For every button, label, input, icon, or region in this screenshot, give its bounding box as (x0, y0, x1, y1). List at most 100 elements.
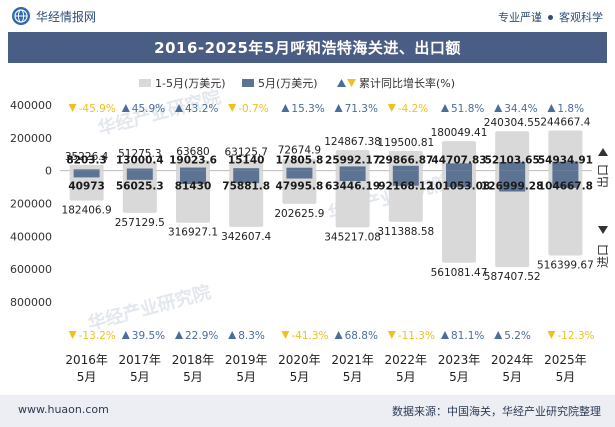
website-link[interactable]: www.huaon.com (18, 403, 109, 416)
chart: 华经产业研究院华经产业研究院华经产业研究院 1-5月(万美元)5月(万美元)累计… (10, 76, 610, 384)
bar-import-ytd (69, 170, 104, 201)
bar-import-month (73, 170, 100, 178)
label-import-ytd: 311388.58 (377, 226, 434, 238)
label-import-month: 126999.28 (481, 181, 543, 193)
bar-import-ytd (442, 170, 476, 263)
label-export-month: 25992.17 (325, 155, 380, 167)
bar-export-month (392, 165, 419, 171)
bar-import-ytd (548, 170, 583, 256)
legend-swatch-month (242, 79, 254, 87)
bar-import-month (339, 170, 366, 182)
label-export-ytd: 72674.9 (278, 145, 321, 157)
x-tick-label-month: 5月 (556, 370, 576, 384)
label-export-growth: 51.8% (451, 103, 484, 115)
label-import-month: 63446.19 (325, 181, 380, 193)
label-import-growth: 5.2% (504, 330, 531, 342)
x-tick-label-year: 2025年 (544, 353, 587, 367)
x-tick-label-year: 2018年 (172, 353, 215, 367)
x-tick-label-month: 5月 (290, 370, 310, 384)
label-import-month: 75881.8 (222, 181, 270, 193)
bar-export-ytd (495, 131, 530, 171)
y-tick-label: 200000 (10, 132, 52, 145)
growth-up-triangle-icon (334, 104, 343, 112)
label-import-month: 56025.3 (116, 181, 164, 193)
label-import-growth: 39.5% (132, 330, 165, 342)
slogan-1: 专业严谨 (498, 11, 542, 24)
bar-export-month (180, 167, 206, 171)
legend-label-growth: 累计同比增长率(%) (359, 76, 455, 90)
x-tick-label-year: 2020年 (278, 353, 321, 367)
y-tick-label: 800000 (10, 296, 52, 309)
label-export-month: 8203.3 (66, 155, 107, 167)
x-tick-label-month: 5月 (449, 370, 469, 384)
y-tick-label: 200000 (10, 198, 52, 211)
legend: 1-5月(万美元) 5月(万美元) 累计同比增长率(%) (139, 76, 455, 90)
growth-up-triangle-icon (441, 331, 449, 339)
label-export-month: 13000.4 (116, 155, 164, 167)
x-tick-label-month: 5月 (183, 370, 203, 384)
side-label-export: 出口 (596, 164, 610, 188)
x-tick-label-year: 2024年 (491, 353, 534, 367)
bar-export-ytd (548, 130, 583, 171)
bar-import-month (446, 170, 472, 188)
label-import-ytd: 345217.08 (324, 231, 381, 243)
label-export-month: 19023.6 (169, 155, 217, 167)
growth-down-triangle-icon (387, 331, 396, 339)
export-arrow-up-icon (598, 148, 608, 156)
growth-down-triangle-icon (68, 331, 77, 339)
label-export-month: 54934.91 (538, 155, 593, 167)
bar-export-month (552, 161, 579, 171)
label-export-growth: 45.9% (132, 103, 165, 115)
growth-up-triangle-icon (228, 331, 237, 339)
bar-export-month (499, 162, 526, 171)
brand-name: 华经情报网 (36, 9, 97, 24)
bar-export-month (446, 163, 472, 171)
label-import-growth: 81.1% (451, 330, 484, 342)
globe-icon (12, 7, 30, 25)
label-import-ytd: 182406.9 (62, 205, 112, 217)
label-export-growth: -45.9% (79, 103, 116, 115)
x-tick-label-year: 2016年 (65, 353, 108, 367)
label-import-growth: -41.3% (291, 330, 328, 342)
label-export-growth: -0.7% (238, 103, 268, 115)
label-export-ytd: 35226.4 (65, 151, 109, 163)
growth-down-triangle-icon (387, 104, 396, 112)
growth-up-triangle-icon (175, 104, 183, 112)
bar-import-month (552, 170, 579, 188)
label-import-ytd: 516399.67 (537, 259, 594, 271)
label-import-growth: -11.3% (398, 330, 435, 342)
label-export-ytd: 244667.4 (540, 117, 590, 129)
x-tick-label-month: 5月 (502, 370, 522, 384)
label-import-ytd: 257129.5 (115, 217, 165, 229)
bar-import-ytd (495, 170, 530, 268)
import-arrow-down-icon (598, 226, 608, 234)
bar-export-month (233, 168, 260, 171)
label-import-month: 81430 (175, 181, 212, 193)
x-tick-label-month: 5月 (130, 370, 150, 384)
brand: 华经情报网 (12, 7, 96, 25)
growth-up-triangle-icon (121, 331, 130, 339)
watermark-text: 华经产业研究院 (86, 281, 213, 335)
growth-up-triangle-icon (441, 104, 449, 112)
bar-export-ytd (229, 160, 264, 171)
label-import-ytd: 342607.4 (221, 231, 271, 243)
label-import-growth: -12.3% (557, 330, 594, 342)
footer: www.huaon.com 数据来源：中国海关，华经产业研究院整理 (0, 395, 615, 427)
bar-import-month (126, 170, 153, 180)
x-tick-label-year: 2019年 (225, 353, 268, 367)
x-tick-label-month: 5月 (236, 370, 256, 384)
label-import-ytd: 316927.1 (168, 227, 218, 239)
growth-up-triangle-icon (175, 331, 183, 339)
label-import-growth: 8.3% (238, 330, 265, 342)
legend-triangle-down-icon (347, 79, 356, 87)
label-export-growth: 34.4% (504, 103, 537, 115)
data-source: 数据来源：中国海关，华经产业研究院整理 (392, 405, 601, 418)
growth-down-triangle-icon (228, 104, 237, 112)
label-import-ytd: 202625.9 (274, 208, 324, 220)
bar-import-month (392, 170, 419, 186)
title-bar: 2016-2025年5月呼和浩特海关进、出口额 (8, 32, 607, 63)
bullet-icon (548, 14, 553, 20)
label-import-growth: 22.9% (185, 330, 218, 342)
growth-up-triangle-icon (494, 331, 503, 339)
bar-import-ytd (122, 170, 157, 213)
